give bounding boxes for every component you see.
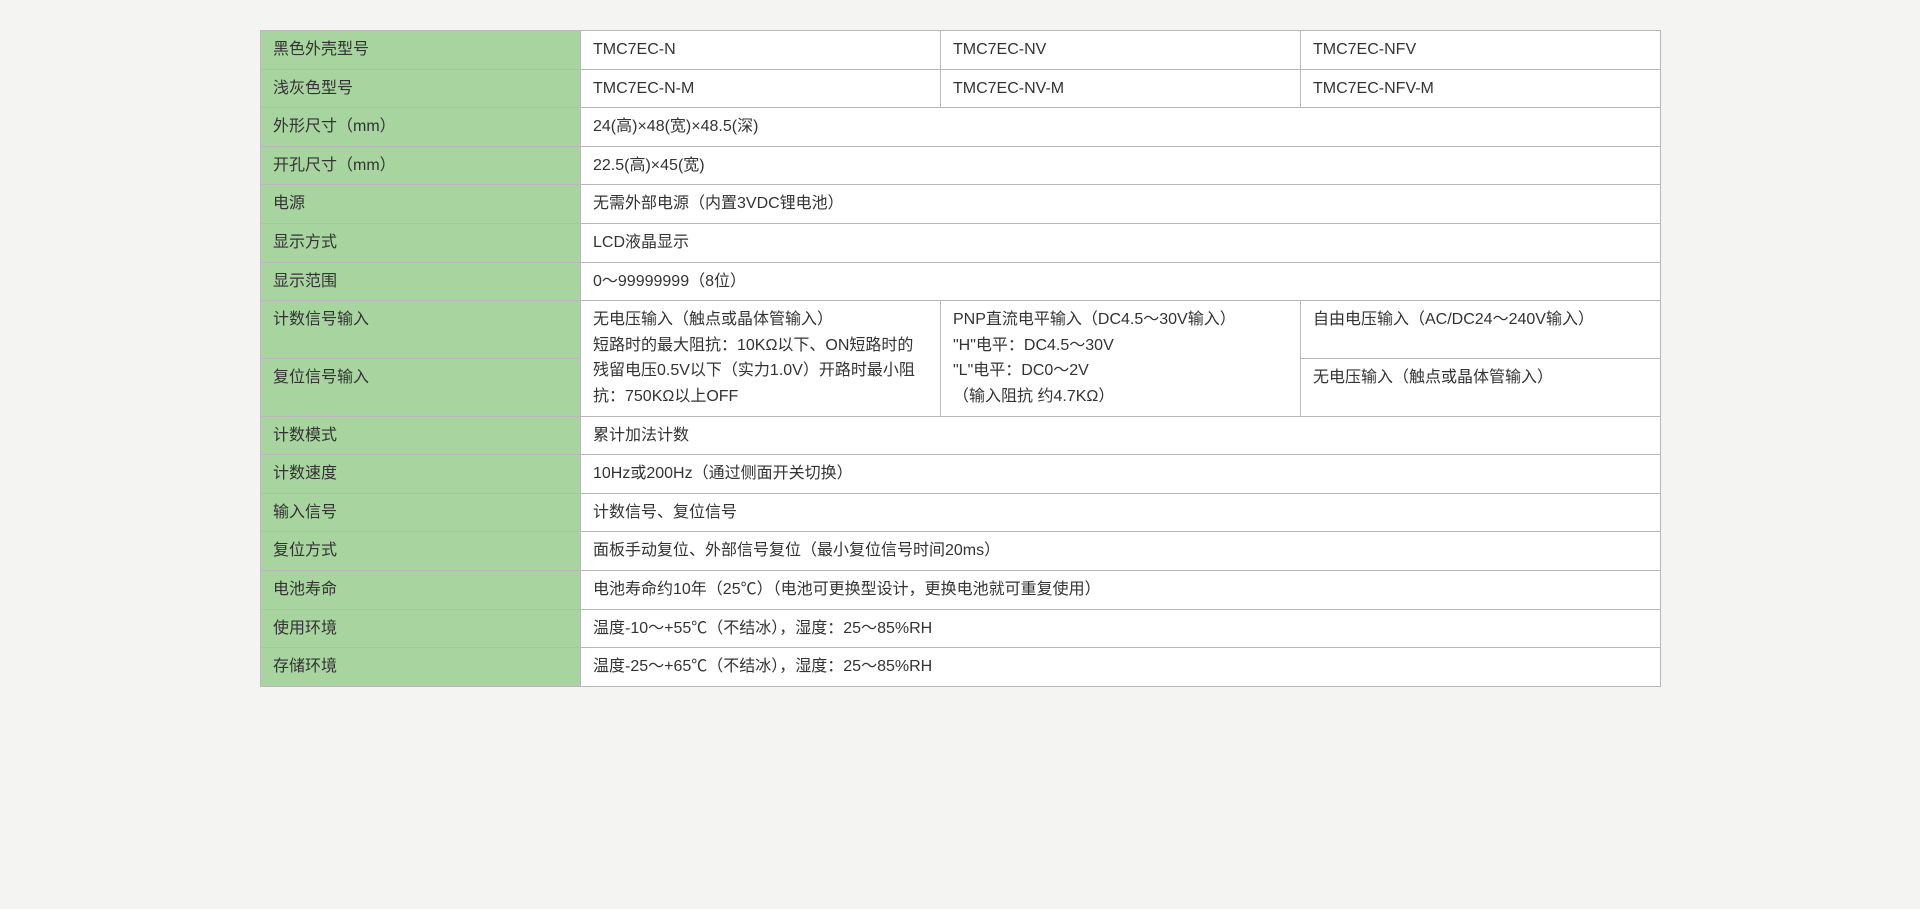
row-label: 黑色外壳型号 (261, 31, 581, 70)
table-row: 复位方式 面板手动复位、外部信号复位（最小复位信号时间20ms） (261, 532, 1661, 571)
table-row: 电池寿命 电池寿命约10年（25℃）（电池可更换型设计，更换电池就可重复使用） (261, 570, 1661, 609)
row-label: 计数信号输入 (261, 301, 581, 359)
table-row: 外形尺寸（mm） 24(高)×48(宽)×48.5(深) (261, 108, 1661, 147)
row-value: TMC7EC-NV-M (941, 69, 1301, 108)
table-row: 浅灰色型号 TMC7EC-N-M TMC7EC-NV-M TMC7EC-NFV-… (261, 69, 1661, 108)
row-value: 累计加法计数 (581, 416, 1661, 455)
row-value: 无电压输入（触点或晶体管输入） (1301, 358, 1661, 416)
row-value: 无电压输入（触点或晶体管输入） 短路时的最大阻抗：10KΩ以下、ON短路时的残留… (581, 301, 941, 416)
row-value: TMC7EC-NFV (1301, 31, 1661, 70)
row-value: 0～99999999（8位） (581, 262, 1661, 301)
row-label: 电池寿命 (261, 570, 581, 609)
table-row: 计数信号输入 无电压输入（触点或晶体管输入） 短路时的最大阻抗：10KΩ以下、O… (261, 301, 1661, 359)
row-value: 10Hz或200Hz（通过侧面开关切换） (581, 455, 1661, 494)
row-value: TMC7EC-N-M (581, 69, 941, 108)
row-label: 显示范围 (261, 262, 581, 301)
row-value: TMC7EC-N (581, 31, 941, 70)
row-label: 显示方式 (261, 223, 581, 262)
row-value: 24(高)×48(宽)×48.5(深) (581, 108, 1661, 147)
table-row: 计数速度 10Hz或200Hz（通过侧面开关切换） (261, 455, 1661, 494)
table-row: 黑色外壳型号 TMC7EC-N TMC7EC-NV TMC7EC-NFV (261, 31, 1661, 70)
row-value: 自由电压输入（AC/DC24～240V输入） (1301, 301, 1661, 359)
row-value: 22.5(高)×45(宽) (581, 146, 1661, 185)
row-label: 输入信号 (261, 493, 581, 532)
row-label: 使用环境 (261, 609, 581, 648)
spec-table: 黑色外壳型号 TMC7EC-N TMC7EC-NV TMC7EC-NFV 浅灰色… (260, 30, 1661, 687)
row-label: 复位方式 (261, 532, 581, 571)
row-value: TMC7EC-NFV-M (1301, 69, 1661, 108)
row-label: 复位信号输入 (261, 358, 581, 416)
row-label: 浅灰色型号 (261, 69, 581, 108)
table-row: 电源 无需外部电源（内置3VDC锂电池） (261, 185, 1661, 224)
spec-table-container: 黑色外壳型号 TMC7EC-N TMC7EC-NV TMC7EC-NFV 浅灰色… (260, 30, 1660, 687)
row-value: 温度-25～+65℃（不结冰），湿度：25～85%RH (581, 648, 1661, 687)
table-row: 显示方式 LCD液晶显示 (261, 223, 1661, 262)
row-value: 电池寿命约10年（25℃）（电池可更换型设计，更换电池就可重复使用） (581, 570, 1661, 609)
row-label: 开孔尺寸（mm） (261, 146, 581, 185)
row-label: 外形尺寸（mm） (261, 108, 581, 147)
row-value: LCD液晶显示 (581, 223, 1661, 262)
row-value: TMC7EC-NV (941, 31, 1301, 70)
row-value: 计数信号、复位信号 (581, 493, 1661, 532)
table-row: 使用环境 温度-10～+55℃（不结冰），湿度：25～85%RH (261, 609, 1661, 648)
table-row: 存储环境 温度-25～+65℃（不结冰），湿度：25～85%RH (261, 648, 1661, 687)
table-row: 显示范围 0～99999999（8位） (261, 262, 1661, 301)
row-value: 面板手动复位、外部信号复位（最小复位信号时间20ms） (581, 532, 1661, 571)
table-row: 开孔尺寸（mm） 22.5(高)×45(宽) (261, 146, 1661, 185)
row-value: 温度-10～+55℃（不结冰），湿度：25～85%RH (581, 609, 1661, 648)
row-label: 计数速度 (261, 455, 581, 494)
table-row: 计数模式 累计加法计数 (261, 416, 1661, 455)
row-label: 电源 (261, 185, 581, 224)
row-label: 计数模式 (261, 416, 581, 455)
row-value: 无需外部电源（内置3VDC锂电池） (581, 185, 1661, 224)
row-value: PNP直流电平输入（DC4.5～30V输入） "H"电平：DC4.5～30V "… (941, 301, 1301, 416)
row-label: 存储环境 (261, 648, 581, 687)
table-row: 输入信号 计数信号、复位信号 (261, 493, 1661, 532)
